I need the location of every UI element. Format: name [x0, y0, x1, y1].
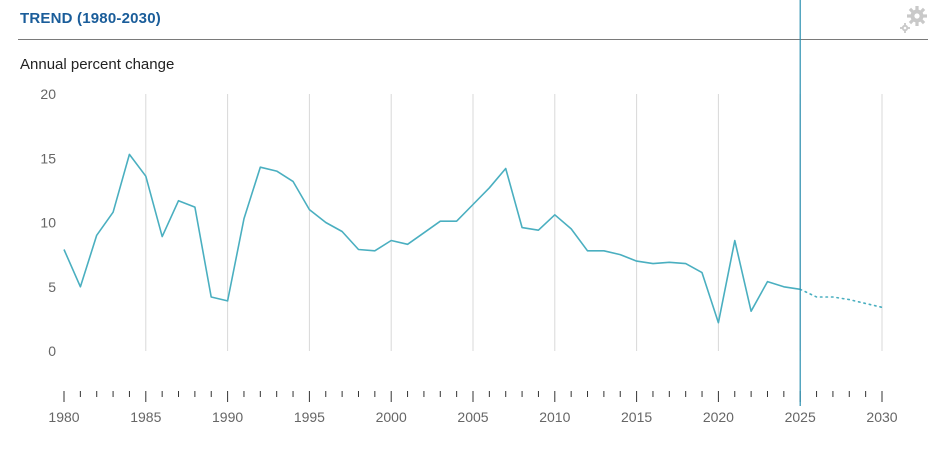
data-point[interactable]	[388, 238, 394, 244]
data-point[interactable]	[650, 261, 656, 267]
data-point[interactable]	[617, 252, 623, 258]
data-point[interactable]	[781, 284, 787, 290]
data-point[interactable]	[454, 218, 460, 224]
x-tick-label: 2015	[621, 409, 652, 425]
data-point[interactable]	[568, 226, 574, 232]
header-divider	[18, 39, 928, 40]
data-point[interactable]	[290, 178, 296, 184]
data-point[interactable]	[535, 227, 541, 233]
data-point[interactable]	[126, 151, 132, 157]
data-point[interactable]	[339, 229, 345, 235]
data-point[interactable]	[143, 173, 149, 179]
data-point[interactable]	[879, 304, 885, 310]
data-point[interactable]	[748, 308, 754, 314]
data-point[interactable]	[159, 234, 165, 240]
data-point[interactable]	[814, 294, 820, 300]
x-tick-label: 1980	[48, 409, 79, 425]
data-point[interactable]	[323, 220, 329, 226]
data-point[interactable]	[192, 204, 198, 210]
data-point[interactable]	[732, 238, 738, 244]
y-tick-label: 20	[40, 86, 56, 102]
x-tick-label: 2010	[539, 409, 570, 425]
data-point[interactable]	[225, 298, 231, 304]
series-line-projected	[799, 288, 883, 309]
data-point[interactable]	[421, 230, 427, 236]
chart-header: TREND (1980-2030)	[0, 0, 948, 40]
data-point[interactable]	[306, 207, 312, 213]
data-point[interactable]	[208, 294, 214, 300]
y-tick-label: 0	[48, 343, 56, 359]
data-point[interactable]	[61, 247, 67, 253]
x-tick-label: 2020	[703, 409, 734, 425]
data-point[interactable]	[405, 241, 411, 247]
data-point[interactable]	[585, 248, 591, 254]
y-axis-label: Annual percent change	[20, 56, 175, 73]
x-tick-label: 2000	[376, 409, 407, 425]
data-point[interactable]	[634, 258, 640, 264]
x-tick-label: 1985	[130, 409, 161, 425]
grid-layer	[145, 94, 883, 351]
x-tick-label: 1995	[294, 409, 325, 425]
x-tick-label: 1990	[212, 409, 243, 425]
data-point[interactable]	[437, 218, 443, 224]
data-point[interactable]	[176, 198, 182, 204]
chart-title: TREND (1980-2030)	[20, 10, 161, 27]
data-point[interactable]	[241, 216, 247, 222]
data-point[interactable]	[110, 209, 116, 215]
data-point[interactable]	[830, 294, 836, 300]
data-point[interactable]	[683, 261, 689, 267]
data-point[interactable]	[715, 320, 721, 326]
data-point[interactable]	[552, 212, 558, 218]
y-tick-label: 10	[40, 215, 56, 231]
data-point[interactable]	[470, 202, 476, 208]
x-tick-label: 2025	[785, 409, 816, 425]
series-line-actual	[63, 153, 801, 324]
y-tick-label: 5	[48, 279, 56, 295]
y-tick-label: 15	[40, 150, 56, 166]
data-point[interactable]	[486, 185, 492, 191]
x-tick-label: 2005	[457, 409, 488, 425]
data-point[interactable]	[356, 247, 362, 253]
data-point[interactable]	[765, 279, 771, 285]
data-point[interactable]	[503, 166, 509, 172]
series-layer	[61, 151, 885, 326]
data-point[interactable]	[257, 164, 263, 170]
data-point[interactable]	[666, 259, 672, 265]
x-tick-label: 2030	[866, 409, 897, 425]
y-tick-layer: 0 5 10 15 20	[40, 86, 56, 359]
data-point[interactable]	[274, 168, 280, 174]
data-point[interactable]	[601, 248, 607, 254]
gear-icon[interactable]	[898, 4, 930, 34]
x-axis-layer: 1980 1985 1990 1995 2000 2005 2010 2015 2020 2025…	[48, 391, 898, 425]
data-point[interactable]	[519, 225, 525, 231]
data-point[interactable]	[846, 297, 852, 303]
data-point[interactable]	[372, 248, 378, 254]
data-point[interactable]	[699, 270, 705, 276]
data-point[interactable]	[94, 232, 100, 238]
data-point[interactable]	[77, 284, 83, 290]
data-point[interactable]	[863, 301, 869, 307]
